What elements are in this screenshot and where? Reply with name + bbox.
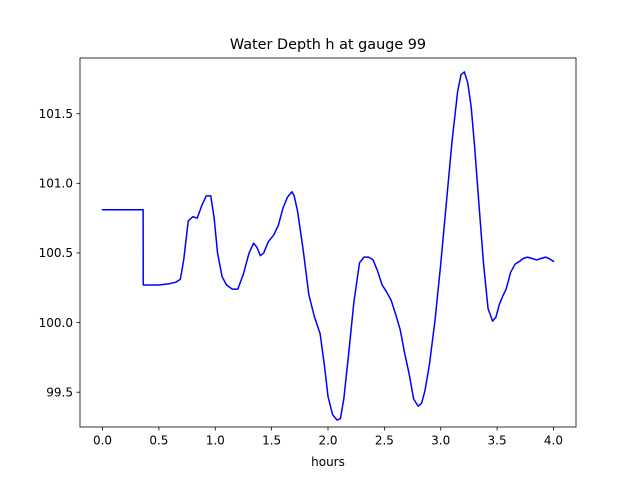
x-tick-label: 1.0 xyxy=(206,434,225,448)
x-tick-label: 1.5 xyxy=(262,434,281,448)
series-line-gauge-99 xyxy=(101,71,555,421)
x-tick-label: 3.5 xyxy=(488,434,507,448)
y-tick-label: 100.5 xyxy=(39,246,73,260)
x-tick-label: 0.5 xyxy=(149,434,168,448)
x-tick-label: 2.5 xyxy=(375,434,394,448)
x-axis-label: hours xyxy=(311,455,345,469)
y-tick-label: 99.5 xyxy=(46,385,73,399)
y-tick-label: 101.0 xyxy=(39,177,73,191)
y-tick-label: 100.0 xyxy=(39,316,73,330)
x-tick-label: 2.0 xyxy=(318,434,337,448)
x-axis: 0.0 0.5 1.0 1.5 2.0 2.5 3.0 3.5 4.0 xyxy=(93,427,563,448)
chart-title: Water Depth h at gauge 99 xyxy=(230,37,426,53)
x-tick-label: 3.0 xyxy=(431,434,450,448)
y-axis: 99.5 100.0 100.5 101.0 101.5 xyxy=(39,107,80,399)
x-tick-label: 0.0 xyxy=(93,434,112,448)
x-tick-label: 4.0 xyxy=(544,434,563,448)
y-tick-label: 101.5 xyxy=(39,107,73,121)
